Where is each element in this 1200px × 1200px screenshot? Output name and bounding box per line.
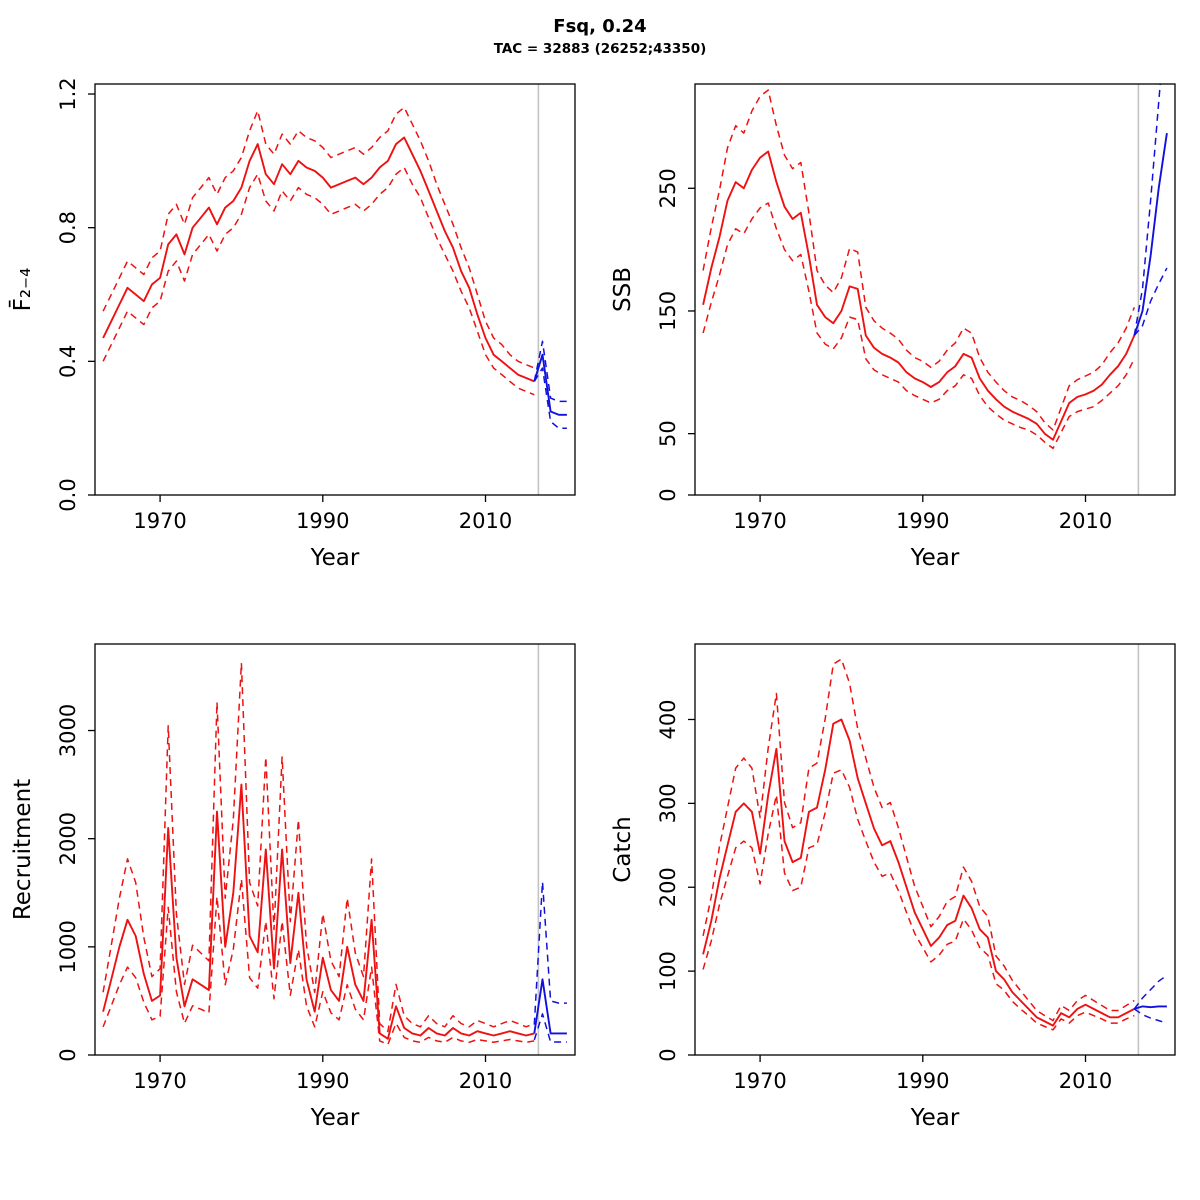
y-axis-tick-label: 0.8 — [56, 211, 80, 244]
x-axis-title: Year — [910, 545, 960, 571]
ssb-forecast-lower-ci-line — [1133, 267, 1168, 336]
x-axis-tick-label: 1990 — [896, 1069, 949, 1093]
y-axis-tick-label: 100 — [656, 951, 680, 991]
x-axis-tick-label: 2010 — [1059, 509, 1112, 533]
plot-box — [94, 643, 576, 1056]
y-axis-tick-label: 0 — [656, 488, 680, 501]
recruitment-upper-ci-line — [102, 662, 535, 1033]
x-axis-tick-label: 1990 — [296, 509, 349, 533]
catch-forecast-upper-ci-line — [1133, 974, 1168, 1010]
x-axis-tick-label: 1970 — [733, 509, 786, 533]
x-axis-title: Year — [310, 545, 360, 571]
figure-subtitle: TAC = 32883 (26252;43350) — [493, 41, 707, 57]
ssb-chart: 1970 1990 2010 0 50 150 250 Year SSB — [610, 83, 1176, 571]
y-axis-tick-label: 250 — [656, 168, 680, 208]
catch-estimate-line — [702, 718, 1135, 1027]
series-group — [702, 84, 1168, 450]
y-axis-tick-label: 2000 — [56, 812, 80, 865]
y-axis-tick-label: 0.0 — [56, 478, 80, 511]
ssb-upper-ci-line — [702, 89, 1135, 431]
ssb-lower-ci-line — [702, 202, 1135, 450]
y-axis-tick-label: 150 — [656, 291, 680, 331]
catch-forecast-lower-ci-line — [1133, 1008, 1168, 1024]
recruitment-forecast-line — [533, 978, 567, 1035]
x-axis-tick-label: 2010 — [1059, 1069, 1112, 1093]
x-axis-tick-label: 1990 — [896, 509, 949, 533]
y-axis-tick-label: 50 — [656, 420, 680, 447]
plot-box — [94, 83, 576, 496]
x-axis-tick-label: 1970 — [133, 509, 186, 533]
catch-forecast-line — [1134, 1005, 1167, 1010]
ssb-estimate-line — [702, 150, 1136, 441]
y-axis-title: F̄₂₋₄ — [8, 268, 36, 312]
x-axis-tick-label: 1970 — [733, 1069, 786, 1093]
y-axis-tick-label: 0 — [56, 1048, 80, 1061]
ssb-forecast-upper-ci-line — [1133, 84, 1161, 336]
recruitment-chart: 1970 1990 2010 0 1000 2000 3000 Year Recruitment — [10, 643, 576, 1131]
figure-title-block: Fsq, 0.24 TAC = 32883 (26252;43350) — [0, 0, 1200, 70]
plot-box — [694, 83, 1176, 496]
y-axis-tick-label: 0 — [656, 1048, 680, 1061]
x-axis-tick-label: 1970 — [133, 1069, 186, 1093]
recruitment-lower-ci-line — [102, 878, 535, 1046]
series-group — [702, 658, 1168, 1031]
y-axis-tick-label: 0.4 — [56, 345, 80, 378]
fbar-forecast-line — [533, 353, 567, 416]
catch-lower-ci-line — [702, 769, 1135, 1031]
fbar-upper-ci-line — [102, 106, 535, 369]
y-axis-tick-label: 300 — [656, 783, 680, 823]
charts-grid: 1970 1990 2010 0.0 0.4 0.8 1.2 Year F̄₂₋₄ 1970 19… — [0, 70, 1200, 1190]
catch-chart: 1970 1990 2010 0 100 200 300 400 Year Catch — [610, 643, 1176, 1131]
x-axis-title: Year — [310, 1105, 360, 1131]
catch-upper-ci-line — [702, 658, 1135, 1022]
y-axis-tick-label: 200 — [656, 867, 680, 907]
fbar-estimate-line — [102, 136, 535, 383]
y-axis-tick-label: 400 — [656, 699, 680, 739]
y-axis-tick-label: 1000 — [56, 920, 80, 973]
series-group — [102, 106, 567, 429]
fbar-forecast-upper-ci-line — [533, 340, 567, 403]
fbar-chart: 1970 1990 2010 0.0 0.4 0.8 1.2 Year F̄₂₋₄ — [8, 77, 576, 571]
recruitment-forecast-lower-ci-line — [533, 1013, 567, 1043]
x-axis-title: Year — [910, 1105, 960, 1131]
y-axis-title: Catch — [610, 816, 636, 882]
fbar-lower-ci-line — [102, 166, 535, 396]
recruitment-estimate-line — [102, 783, 535, 1040]
y-axis-tick-label: 3000 — [56, 704, 80, 757]
plot-box — [694, 643, 1176, 1056]
y-axis-title: Recruitment — [10, 779, 36, 920]
ssb-forecast-line — [1133, 132, 1168, 336]
y-axis-tick-label: 1.2 — [56, 77, 80, 110]
y-axis-title: SSB — [610, 267, 636, 312]
x-axis-tick-label: 1990 — [296, 1069, 349, 1093]
series-group — [102, 662, 567, 1046]
x-axis-tick-label: 2010 — [459, 509, 512, 533]
figure-title: Fsq, 0.24 — [553, 16, 647, 37]
x-axis-tick-label: 2010 — [459, 1069, 512, 1093]
